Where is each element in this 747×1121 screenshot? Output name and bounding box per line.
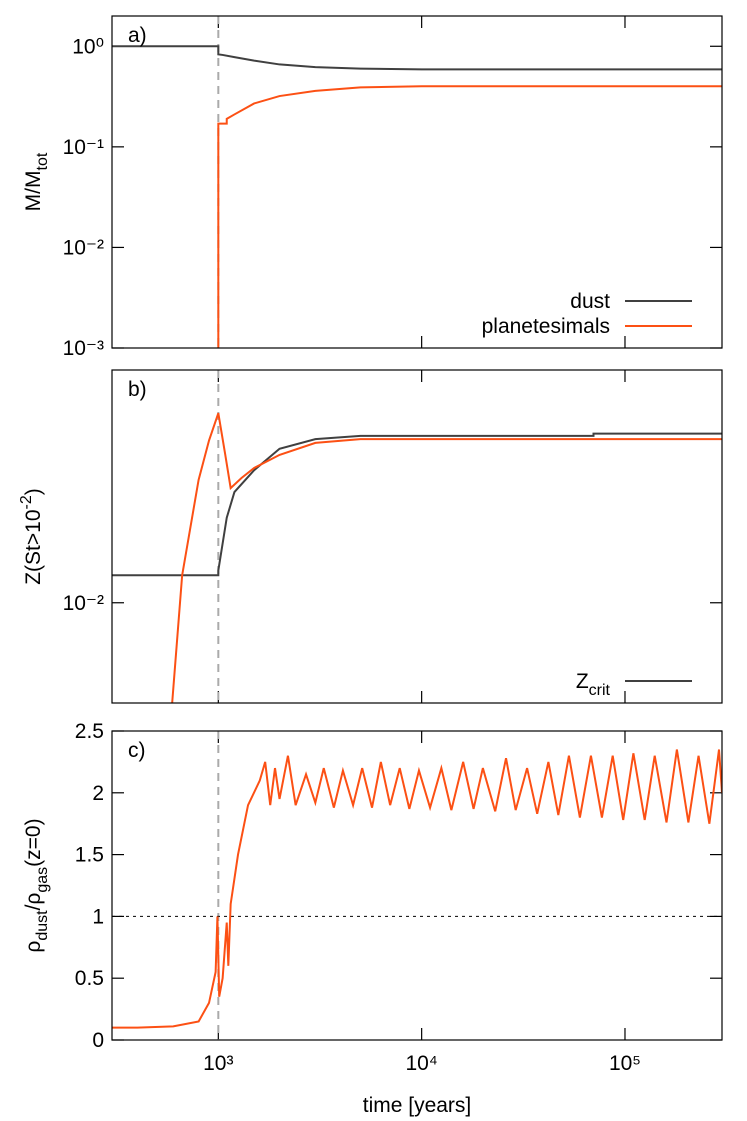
legend-label-part: Z <box>576 670 589 693</box>
y-tick-label: 10⁻³ <box>63 337 104 360</box>
x-axis-label-part: time [years] <box>363 1094 472 1117</box>
y-tick-label: 10⁻² <box>63 592 104 615</box>
legend-label-part: dust <box>570 290 610 313</box>
y-axis-label-part: /ρ <box>22 893 45 911</box>
legend-label: dust <box>570 290 610 313</box>
x-axis-label: time [years] <box>363 1094 472 1117</box>
panel: 10⁻² Zcrit b) Z(St>10-2) <box>18 369 723 704</box>
series-line <box>217 85 722 348</box>
y-axis-label-part: M/M <box>22 170 45 211</box>
series-line <box>112 749 722 1029</box>
y-axis-label-part: dust <box>34 910 51 941</box>
y-axis-label-part: (z=0) <box>22 818 45 866</box>
y-tick-label: 2.5 <box>75 720 104 743</box>
y-axis-label-part: gas <box>34 867 51 893</box>
y-tick-label: 10⁰ <box>72 35 104 58</box>
y-tick-label: 10⁻² <box>63 236 104 259</box>
series-line <box>112 45 722 71</box>
series-line <box>171 412 722 703</box>
y-axis-label-part: -2 <box>18 495 35 509</box>
y-axis-label-part: tot <box>34 152 51 170</box>
x-tick-label: 10³ <box>203 1052 233 1075</box>
plot-frame <box>111 730 723 1041</box>
y-tick-label: 1.5 <box>75 844 104 867</box>
y-tick-label: 0 <box>92 1029 104 1052</box>
x-tick-label: 10⁴ <box>405 1052 437 1075</box>
y-tick-label: 0.5 <box>75 967 104 990</box>
y-axis-label: Z(St>10-2) <box>18 488 45 585</box>
panel: 0 0.5 1 1.5 2 2.5 10³ 10⁴ 10⁵ c) ρdust/ρgas(z=0) ti… <box>22 720 723 1117</box>
plot-frame <box>111 15 723 349</box>
plot-frame <box>111 369 723 704</box>
legend-label-part: planetesimals <box>482 315 610 338</box>
y-tick-label: 10⁻¹ <box>63 136 104 159</box>
y-axis-label: ρdust/ρgas(z=0) <box>22 818 51 952</box>
y-tick-label: 1 <box>92 905 104 928</box>
panel-label: c) <box>128 739 146 762</box>
panel-label: b) <box>128 378 147 401</box>
y-tick-label: 2 <box>92 782 104 805</box>
legend-label: Zcrit <box>576 670 611 699</box>
y-axis-label-part: ) <box>22 488 45 495</box>
panel-label: a) <box>128 24 147 47</box>
y-axis-label: M/Mtot <box>22 152 51 211</box>
series-line <box>112 432 722 577</box>
legend-label-part: crit <box>589 682 611 699</box>
legend-label: planetesimals <box>482 315 610 338</box>
x-tick-label: 10⁵ <box>609 1052 641 1075</box>
y-axis-label-part: ρ <box>22 941 45 953</box>
y-axis-label-part: Z(St>10 <box>22 509 45 584</box>
